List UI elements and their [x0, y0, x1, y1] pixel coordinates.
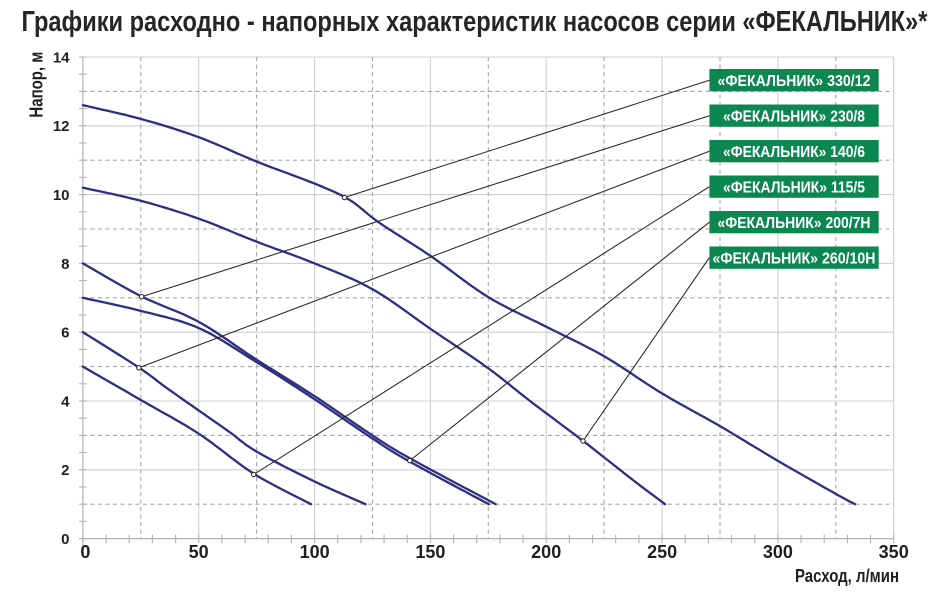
svg-text:Графики расходно - напорных ха: Графики расходно - напорных характеристи…: [22, 6, 929, 38]
svg-text:«ФЕКАЛЬНИК» 200/7Н: «ФЕКАЛЬНИК» 200/7Н: [718, 215, 871, 232]
svg-text:Расход, л/мин: Расход, л/мин: [795, 566, 899, 586]
svg-text:350: 350: [879, 542, 909, 562]
svg-text:250: 250: [647, 542, 677, 562]
svg-text:6: 6: [61, 325, 69, 342]
svg-text:2: 2: [61, 462, 69, 479]
svg-text:100: 100: [300, 542, 330, 562]
svg-text:«ФЕКАЛЬНИК» 115/5: «ФЕКАЛЬНИК» 115/5: [723, 180, 865, 197]
svg-text:50: 50: [189, 542, 209, 562]
svg-text:200: 200: [531, 542, 561, 562]
svg-text:12: 12: [53, 118, 70, 135]
svg-text:0: 0: [80, 542, 90, 562]
svg-text:«ФЕКАЛЬНИК» 260/10Н: «ФЕКАЛЬНИК» 260/10Н: [713, 251, 876, 268]
svg-text:«ФЕКАЛЬНИК» 330/12: «ФЕКАЛЬНИК» 330/12: [718, 73, 871, 90]
svg-text:14: 14: [53, 49, 70, 66]
svg-text:300: 300: [763, 542, 793, 562]
svg-text:«ФЕКАЛЬНИК» 230/8: «ФЕКАЛЬНИК» 230/8: [723, 109, 865, 126]
svg-text:«ФЕКАЛЬНИК» 140/6: «ФЕКАЛЬНИК» 140/6: [723, 144, 865, 161]
svg-text:150: 150: [415, 542, 445, 562]
svg-text:0: 0: [61, 531, 69, 548]
svg-text:8: 8: [61, 256, 69, 273]
svg-text:4: 4: [61, 393, 70, 410]
svg-text:10: 10: [53, 187, 70, 204]
svg-text:Напор, м: Напор, м: [27, 52, 47, 118]
